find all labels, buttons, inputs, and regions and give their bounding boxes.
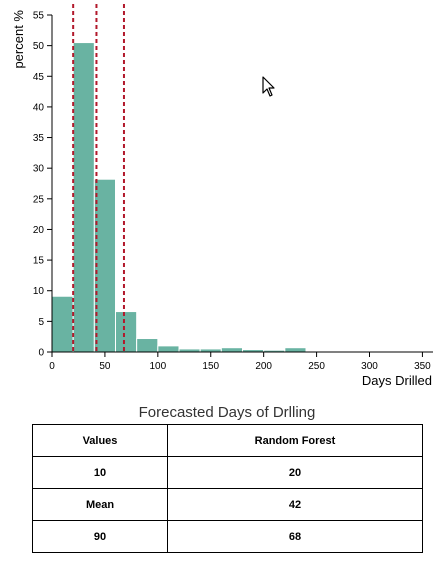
table-cell-label: 90 — [32, 520, 168, 553]
column-header-random-forest: Random Forest — [167, 424, 423, 457]
y-tick-label: 10 — [33, 286, 45, 297]
y-tick-label: 55 — [33, 11, 45, 22]
y-tick-label: 5 — [38, 317, 44, 328]
x-tick-label: 200 — [255, 361, 272, 372]
x-tick-label: 150 — [202, 361, 219, 372]
table-row: 90 68 — [32, 520, 423, 553]
x-tick-label: 50 — [99, 361, 111, 372]
table-cell-label: Mean — [32, 488, 168, 521]
y-tick-label: 20 — [33, 225, 45, 236]
histogram-chart: 0 5 10 15 20 25 30 35 40 45 50 55 0 50 100 150 200 250 300… — [11, 4, 433, 388]
table-row: 10 20 — [32, 456, 423, 489]
y-tick-label: 40 — [33, 102, 45, 113]
table-row: Mean 42 — [32, 488, 423, 521]
forecast-table: Values Random Forest 10 20 Mean 42 90 68 — [32, 424, 423, 553]
table-cell-value: 20 — [167, 456, 423, 489]
x-tick-label: 250 — [308, 361, 325, 372]
y-tick-label: 0 — [38, 348, 44, 359]
x-tick-label: 100 — [149, 361, 166, 372]
table-cell-value: 68 — [167, 520, 423, 553]
table-header-row: Values Random Forest — [32, 424, 423, 457]
histogram-bar — [284, 347, 307, 353]
y-tick-label: 45 — [33, 72, 45, 83]
y-tick-label: 35 — [33, 133, 45, 144]
x-tick-label: 0 — [49, 361, 55, 372]
histogram-bar — [51, 295, 74, 353]
x-axis-title: Days Drilled — [362, 373, 432, 388]
y-tick-label: 50 — [33, 41, 45, 52]
histogram-bar — [115, 311, 138, 353]
y-tick-label: 25 — [33, 194, 45, 205]
histogram-bar — [72, 42, 95, 353]
table-cell-label: 10 — [32, 456, 168, 489]
table-cell-value: 42 — [167, 488, 423, 521]
histogram-bar — [157, 345, 180, 353]
x-tick-label: 350 — [414, 361, 431, 372]
column-header-values: Values — [32, 424, 168, 457]
histogram-bar — [220, 347, 243, 353]
histogram-bar — [136, 338, 159, 353]
y-tick-label: 30 — [33, 164, 45, 175]
x-tick-label: 300 — [361, 361, 378, 372]
y-axis-title: percent % — [11, 10, 26, 69]
histogram-bar — [93, 178, 117, 353]
mouse-pointer-icon — [262, 76, 275, 97]
y-tick-label: 15 — [33, 256, 45, 267]
table-title: Forecasted Days of Drlling — [138, 404, 316, 421]
